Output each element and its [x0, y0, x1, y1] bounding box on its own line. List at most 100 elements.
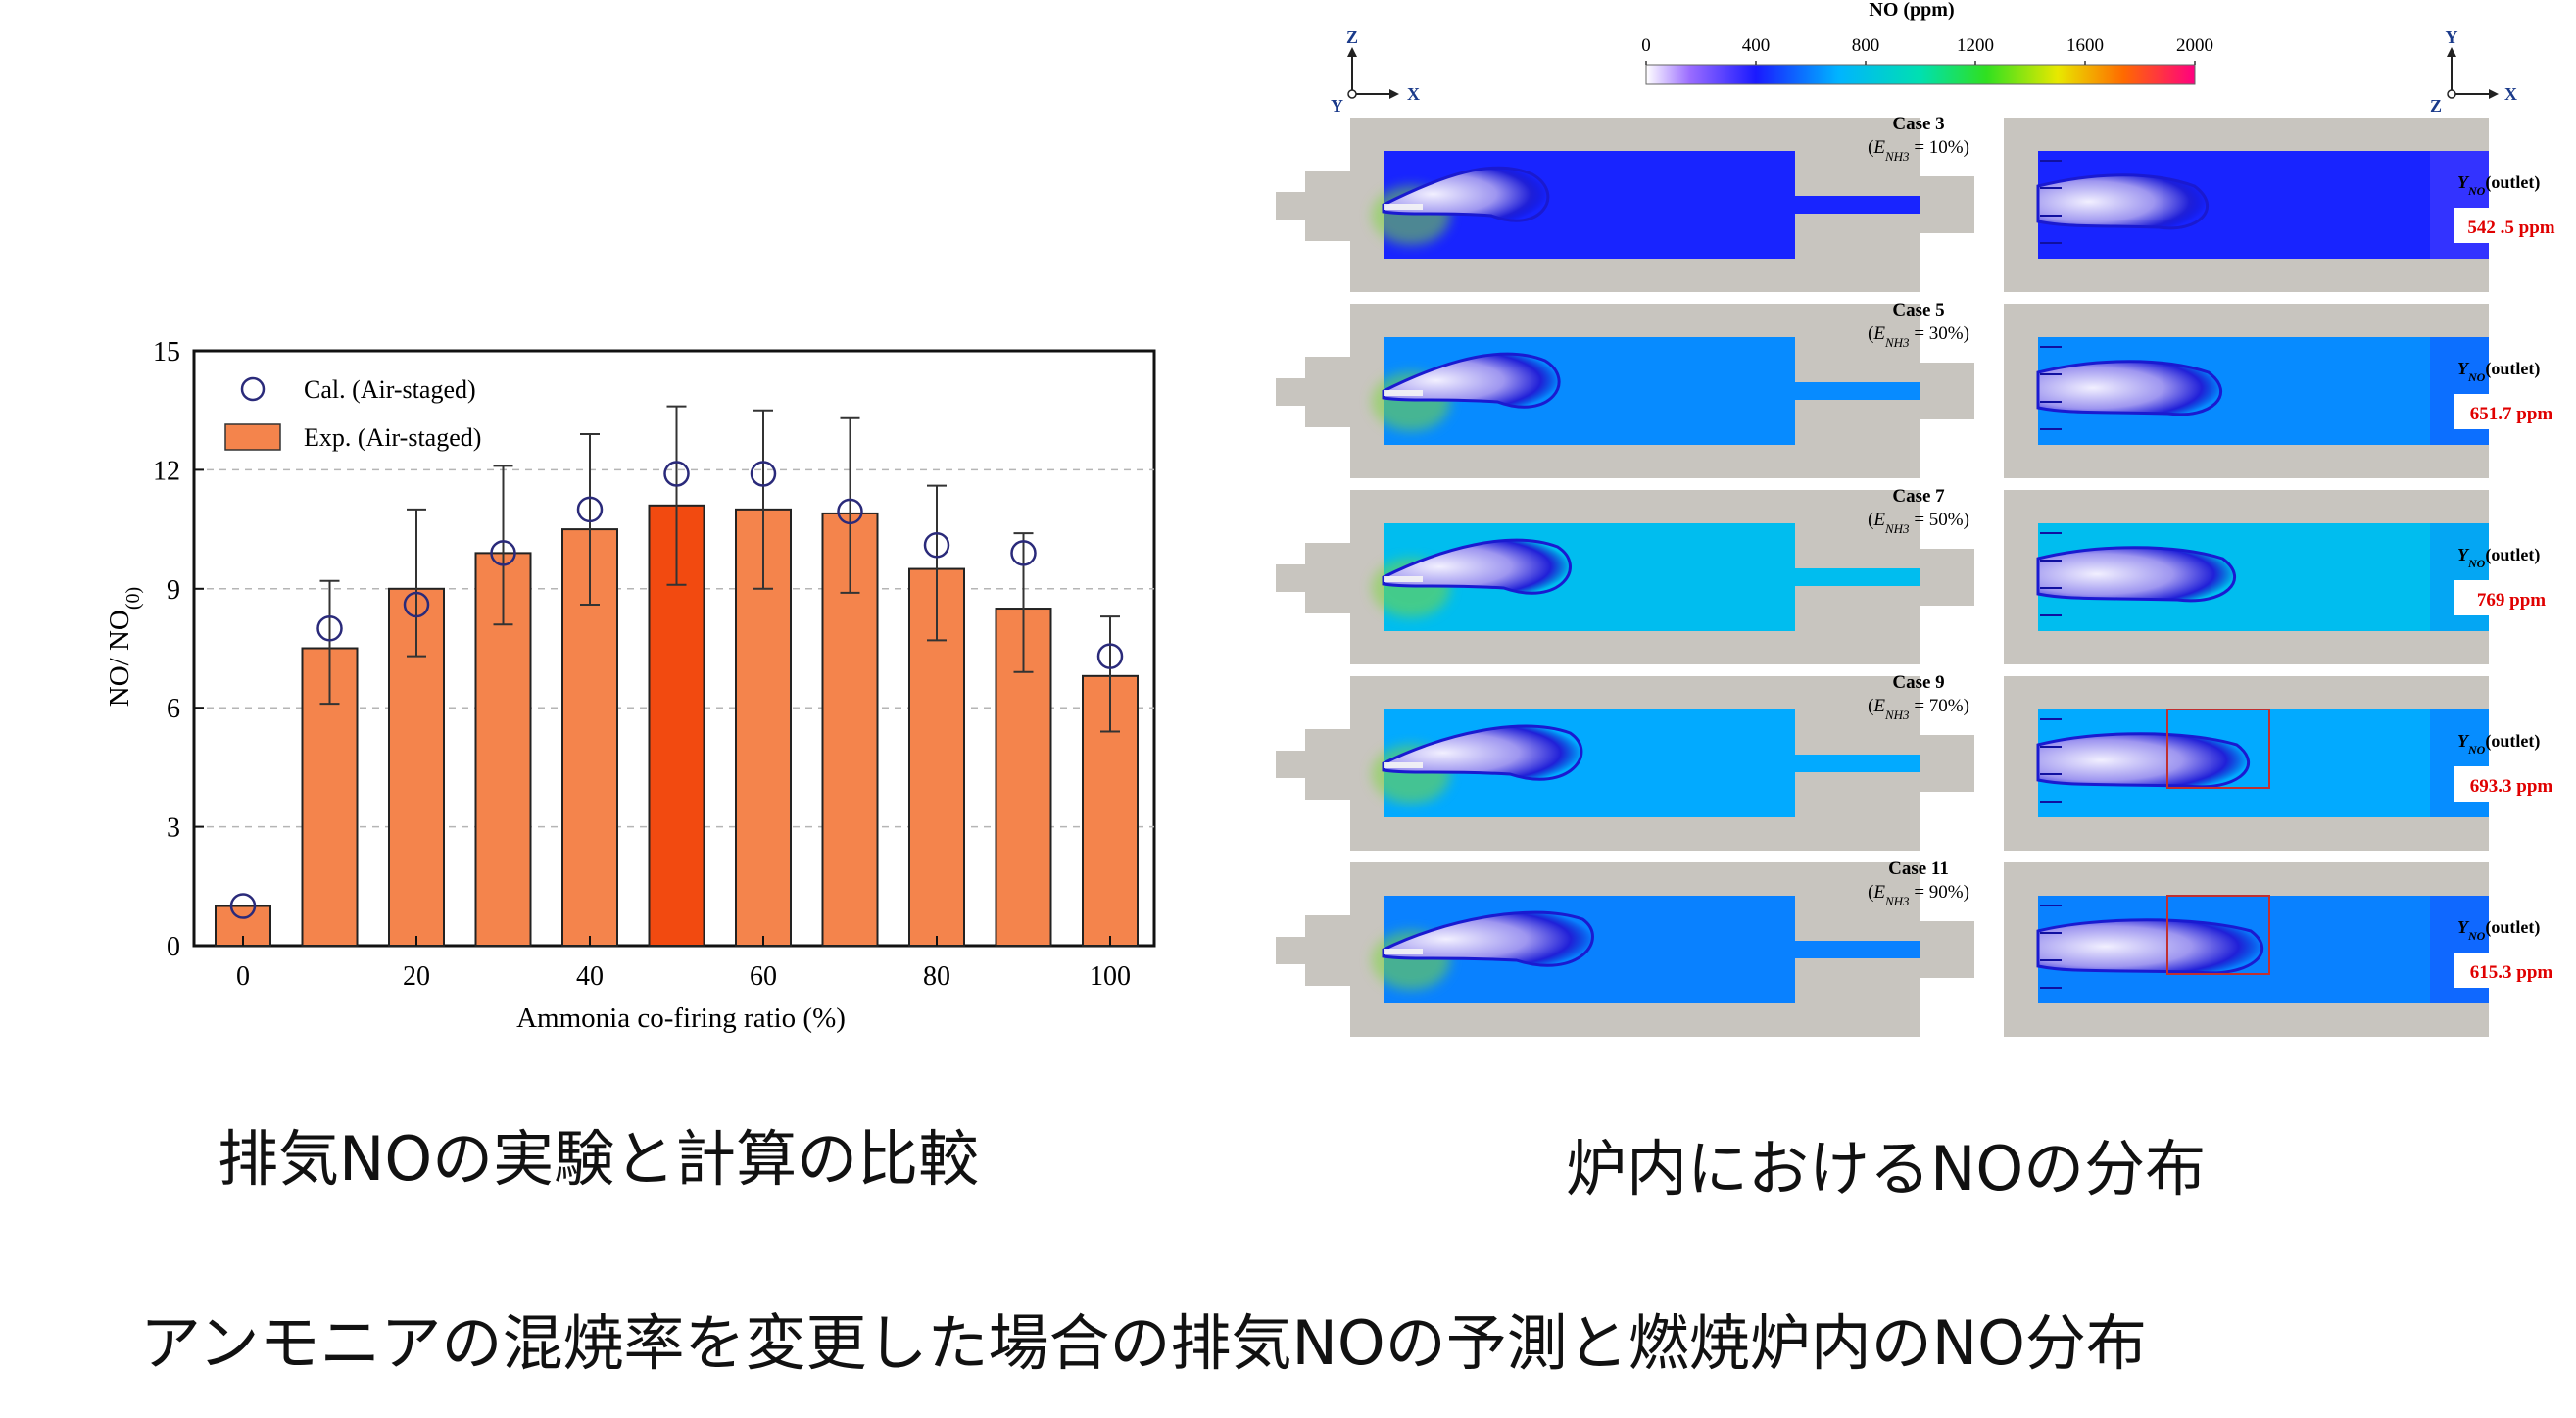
legend: Cal. (Air-staged) Exp. (Air-staged) — [224, 375, 481, 452]
colorbar — [1645, 64, 2196, 85]
x-tick-label: 0 — [236, 961, 250, 992]
case-name: Case 5 — [1892, 300, 1944, 320]
error-bars — [319, 405, 1120, 733]
case-row: Case 3 (ENH3 = 10%) YNO(outlet) 542 .5 ppm — [1276, 114, 2569, 292]
outlet-duct-stub-right — [1935, 921, 1974, 978]
no-distribution-panel: NO (ppm) 0 400 800 1200 1600 2000 Z X Y — [1276, 0, 2569, 1037]
fuel-jet-left — [1384, 949, 1423, 954]
flame-plume-left — [1382, 352, 1561, 409]
legend-label-exp: Exp. (Air-staged) — [304, 423, 481, 452]
case-row: Case 5 (ENH3 = 30%) YNO(outlet) 651.7 ppm — [1276, 300, 2569, 478]
highlight-box — [2166, 709, 2270, 789]
x-tick-label: 100 — [1090, 961, 1131, 992]
outlet-duct-stub-right — [1935, 363, 1974, 419]
axis-label-x-right: X — [2504, 84, 2517, 104]
flame-plume-left — [1382, 724, 1583, 781]
case-row: Case 9 (ENH3 = 70%) YNO(outlet) 693.3 ppm — [1276, 672, 2569, 851]
cal-markers — [229, 461, 1124, 919]
cal-point — [1010, 540, 1037, 566]
x-tick-label: 40 — [576, 961, 604, 992]
case-name: Case 9 — [1892, 672, 1944, 693]
outlet-value-box — [2454, 766, 2569, 802]
flame-plume-right — [2036, 732, 2251, 789]
cal-point — [1096, 643, 1124, 669]
cal-point — [490, 540, 516, 566]
fuel-jet-left — [1384, 762, 1423, 768]
legend-swatch-exp — [224, 423, 281, 451]
case-row: Case 7 (ENH3 = 50%) YNO(outlet) 769 ppm — [1276, 486, 2569, 664]
flame-plume-left — [1382, 538, 1572, 595]
outlet-duct-stub-right — [1935, 549, 1974, 606]
colorbar-tick-label: 800 — [1852, 35, 1880, 56]
y-tick-label: 0 — [167, 932, 180, 962]
flame-plume-right — [2036, 918, 2264, 975]
cal-point — [837, 498, 863, 525]
no-field-duct-left — [1795, 382, 1920, 400]
colorbar-tick-label: 2000 — [2176, 35, 2213, 56]
cal-point — [923, 532, 950, 559]
bar — [474, 552, 532, 947]
case-row: Case 11 (ENH3 = 90%) YNO(outlet) 615.3 ppm — [1276, 858, 2569, 1037]
case-ratio: (ENH3 = 90%) — [1868, 882, 1969, 908]
outlet-value: 542 .5 ppm — [2467, 218, 2554, 238]
case-ratio: (ENH3 = 30%) — [1868, 323, 1969, 350]
outlet-value-box — [2454, 580, 2569, 615]
burner-block-left — [1305, 915, 1352, 986]
case-name: Case 11 — [1888, 858, 1949, 879]
caption-right: 炉内におけるNOの分布 — [1566, 1133, 2207, 1204]
flame-plume-right — [2036, 173, 2209, 230]
colorbar-ticks: 0 400 800 1200 1600 2000 — [1641, 35, 2213, 65]
colorbar-title: NO (ppm) — [1869, 0, 1954, 21]
y-tick-label: 9 — [167, 575, 180, 606]
cal-point — [229, 893, 257, 919]
colorbar-tick-label: 400 — [1742, 35, 1771, 56]
flame-plume-left — [1382, 910, 1594, 967]
case-rows: Case 3(ENH3 = 10%)YNO(outlet)542 .5 ppmC… — [1276, 114, 2569, 1037]
burner-block-left — [1305, 729, 1352, 800]
fuel-jet-left — [1384, 204, 1423, 210]
outlet-duct-stub-right — [1935, 176, 1974, 233]
outlet-label: YNO(outlet) — [2457, 545, 2540, 570]
x-tick-label: 20 — [403, 961, 430, 992]
axis-label-y-left: Y — [1331, 96, 1343, 116]
x-tick-label: 60 — [750, 961, 777, 992]
x-tick-label: 80 — [923, 961, 950, 992]
y-axis-label: NO/ NO(0) — [104, 587, 144, 707]
highlight-box — [2166, 895, 2270, 975]
y-tick-label: 6 — [167, 694, 180, 724]
x-axis-label: Ammonia co-firing ratio (%) — [516, 1002, 846, 1034]
burner-block-left — [1305, 357, 1352, 427]
outlet-label: YNO(outlet) — [2457, 917, 2540, 943]
axis-label-z-right: Z — [2430, 96, 2442, 116]
y-tick-label: 3 — [167, 813, 180, 844]
fuel-jet-left — [1384, 576, 1423, 582]
bar — [388, 587, 445, 947]
axis-triad-right: Y X Z — [2430, 27, 2517, 116]
cal-point — [576, 496, 604, 523]
no-field-duct-left — [1795, 196, 1920, 214]
cal-point — [316, 615, 343, 642]
outlet-value-box — [2454, 953, 2569, 988]
bar-chart: 0 3 6 9 12 15 0 20 40 60 80 100 Ammonia co-firing r… — [104, 337, 1156, 1034]
axis-label-y-right: Y — [2446, 27, 2458, 47]
colorbar-tick-label: 1200 — [1957, 35, 1994, 56]
cal-point — [403, 591, 430, 618]
case-ratio: (ENH3 = 70%) — [1868, 696, 1969, 722]
fuel-jet-left — [1384, 390, 1423, 396]
outlet-label: YNO(outlet) — [2457, 172, 2540, 198]
caption-bottom: アンモニアの混焼率を変更した場合の排気NOの予測と燃焼炉内のNO分布 — [140, 1307, 2147, 1379]
cal-point — [750, 461, 777, 487]
axis-label-x-left: X — [1407, 84, 1420, 104]
burner-block-left — [1305, 171, 1352, 241]
outlet-label: YNO(outlet) — [2457, 731, 2540, 757]
no-field-duct-left — [1795, 568, 1920, 586]
axis-triad-left: Z X Y — [1331, 27, 1420, 116]
caption-left: 排気NOの実験と計算の比較 — [218, 1123, 980, 1195]
outlet-value: 769 ppm — [2477, 590, 2546, 611]
outlet-value: 615.3 ppm — [2470, 962, 2553, 983]
cal-point — [663, 461, 690, 487]
outlet-value: 651.7 ppm — [2470, 404, 2553, 424]
outlet-duct-stub-right — [1935, 735, 1974, 792]
y-tick-label: 15 — [153, 337, 180, 367]
